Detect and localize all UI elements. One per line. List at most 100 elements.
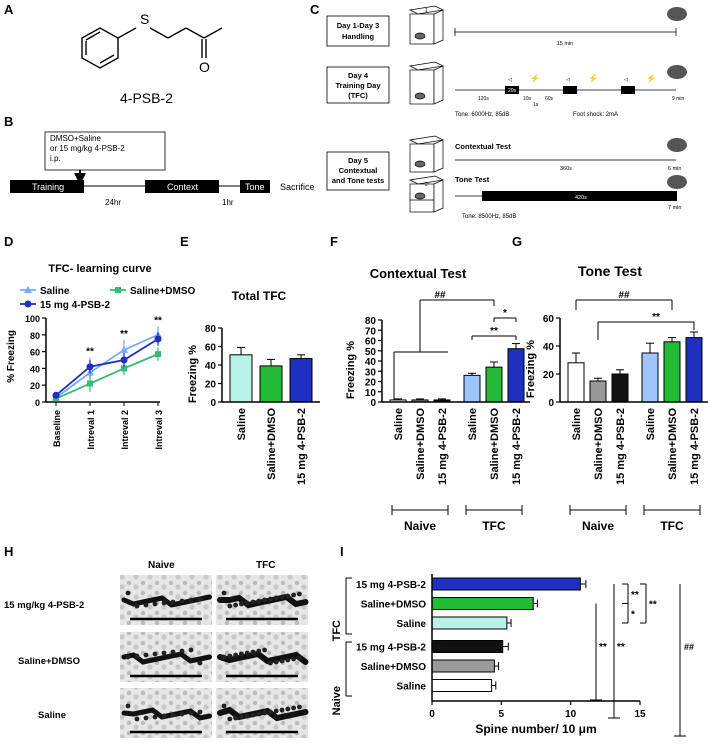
dendritic-spine xyxy=(244,600,250,606)
x-tick-label: 10 xyxy=(565,709,577,720)
dendritic-spine xyxy=(152,651,158,657)
y-tick-label: 40 xyxy=(543,342,555,353)
bar xyxy=(431,616,508,630)
dendritic-spine xyxy=(227,603,233,609)
legend-label: Saline xyxy=(40,286,70,297)
y-tick-label: 10 xyxy=(365,388,377,399)
bar xyxy=(259,365,283,403)
panel-label-e: E xyxy=(180,234,189,249)
dendritic-spine xyxy=(250,712,256,718)
data-point xyxy=(86,363,94,371)
dendritic-spine xyxy=(262,710,267,716)
chart-title: Contextual Test xyxy=(370,266,467,281)
group-label: TFC xyxy=(482,519,506,533)
y-axis-label: Freezing % xyxy=(525,340,537,398)
y-tick-label: Saline xyxy=(397,619,427,630)
dendrite xyxy=(121,594,212,608)
dendritic-spine xyxy=(291,656,296,662)
dendritic-spine xyxy=(285,593,291,599)
bar xyxy=(641,352,659,403)
legend-label: Saline+DMSO xyxy=(130,286,196,297)
x-tick-label: 15 mg 4-PSB-2 xyxy=(615,408,627,485)
y-tick-label: 70 xyxy=(365,326,377,337)
panel-label-c: C xyxy=(310,2,320,17)
panel-label-g: G xyxy=(512,234,522,249)
day5-line2: Contextual xyxy=(339,166,378,175)
y-tick-label: Saline+DMSO xyxy=(361,662,427,673)
x-tick-label: Saline xyxy=(393,408,405,440)
significance-mark: ** xyxy=(617,642,625,653)
micrograph-panel: Naive TFC 15 mg/kg 4-PSB-2 Saline+DMSO S… xyxy=(4,560,309,738)
significance-mark: * xyxy=(503,308,507,319)
bar xyxy=(589,380,607,403)
dendritic-spine xyxy=(279,707,285,713)
legend-marker xyxy=(24,300,32,308)
dendritic-spine xyxy=(273,595,279,601)
mouse-icon xyxy=(667,7,687,21)
day4-line2: Training Day xyxy=(335,81,381,90)
ctx-6min: 6 min xyxy=(668,166,681,172)
dendritic-spine xyxy=(239,714,244,720)
dendritic-spine xyxy=(125,703,131,709)
dendritic-spine xyxy=(170,712,176,718)
dendritic-spine xyxy=(143,652,149,658)
panel-label-d: D xyxy=(4,234,13,249)
row-label-dmso: Saline+DMSO xyxy=(18,656,80,667)
gap-1hr: 1hr xyxy=(222,198,234,207)
x-tick-label: Intreval 1 xyxy=(86,410,96,450)
dendritic-spine xyxy=(233,715,239,721)
injection-line-1: DMSO+Saline xyxy=(50,134,101,143)
bar xyxy=(289,358,313,403)
y-tick-label: 20 xyxy=(365,378,377,389)
data-point xyxy=(120,356,128,364)
y-tick-label: Saline+DMSO xyxy=(361,600,427,611)
data-point xyxy=(52,391,60,399)
x-tick-label: Saline xyxy=(236,408,248,440)
chart-i-spine-number: 15 mg 4-PSB-2 Saline+DMSO Saline 15 mg 4-PS… xyxy=(331,574,694,737)
significance-mark: ** xyxy=(649,600,657,611)
dendritic-spine xyxy=(250,599,256,605)
time-60s: 60s xyxy=(545,96,554,102)
dendritic-spine xyxy=(125,590,131,596)
legend-label: 15 mg 4-PSB-2 xyxy=(40,300,110,311)
significance-mark: ## xyxy=(618,290,630,301)
legend-marker xyxy=(115,287,121,293)
x-tick-label: Intreval 3 xyxy=(154,410,164,450)
x-tick-label: Saline xyxy=(571,408,583,440)
dendritic-spine xyxy=(179,711,185,717)
significance-mark: ** xyxy=(154,315,162,326)
bar xyxy=(431,640,504,653)
dendritic-spine xyxy=(188,597,194,603)
x-axis-label: Spine number/ 10 μm xyxy=(475,722,596,736)
y-tick-label: 100 xyxy=(25,314,40,324)
dendritic-spine xyxy=(221,703,227,709)
bar xyxy=(507,348,525,403)
y-axis-label: % Freezing xyxy=(6,330,17,383)
dendritic-spine xyxy=(197,596,203,602)
shock-legend: Foot shock: 2mA xyxy=(573,112,618,118)
y-tick-label: 0 xyxy=(35,398,40,408)
shock-icon-1: ⚡ xyxy=(530,73,540,83)
dendrite xyxy=(217,650,309,665)
bar xyxy=(567,362,585,403)
y-tick-label: 60 xyxy=(365,337,377,348)
dendritic-spine xyxy=(256,711,262,717)
significance-mark: ** xyxy=(599,642,607,653)
significance-mark: ** xyxy=(631,590,639,601)
tone-test-label: Tone Test xyxy=(455,175,490,184)
row-label-psb: 15 mg/kg 4-PSB-2 xyxy=(4,600,84,611)
bar xyxy=(663,341,681,403)
time-10s: 10s xyxy=(523,96,532,102)
panel-label-b: B xyxy=(4,114,13,129)
contextual-test-label: Contextual Test xyxy=(455,142,511,151)
oxygen-atom: O xyxy=(199,59,210,75)
dendritic-spine xyxy=(273,708,279,714)
dendritic-spine xyxy=(188,710,194,716)
chart-e-total-tfc: 0 20 40 60 80 Saline Saline+DMSO 15 mg 4-PSB-2 T… xyxy=(187,289,320,485)
bar xyxy=(463,374,481,403)
y-tick-label: 0 xyxy=(370,398,376,409)
significance-mark: ## xyxy=(434,290,446,301)
y-tick-label: 60 xyxy=(543,314,555,325)
dendritic-spine xyxy=(273,659,279,665)
time-20s: 20s xyxy=(508,88,517,94)
